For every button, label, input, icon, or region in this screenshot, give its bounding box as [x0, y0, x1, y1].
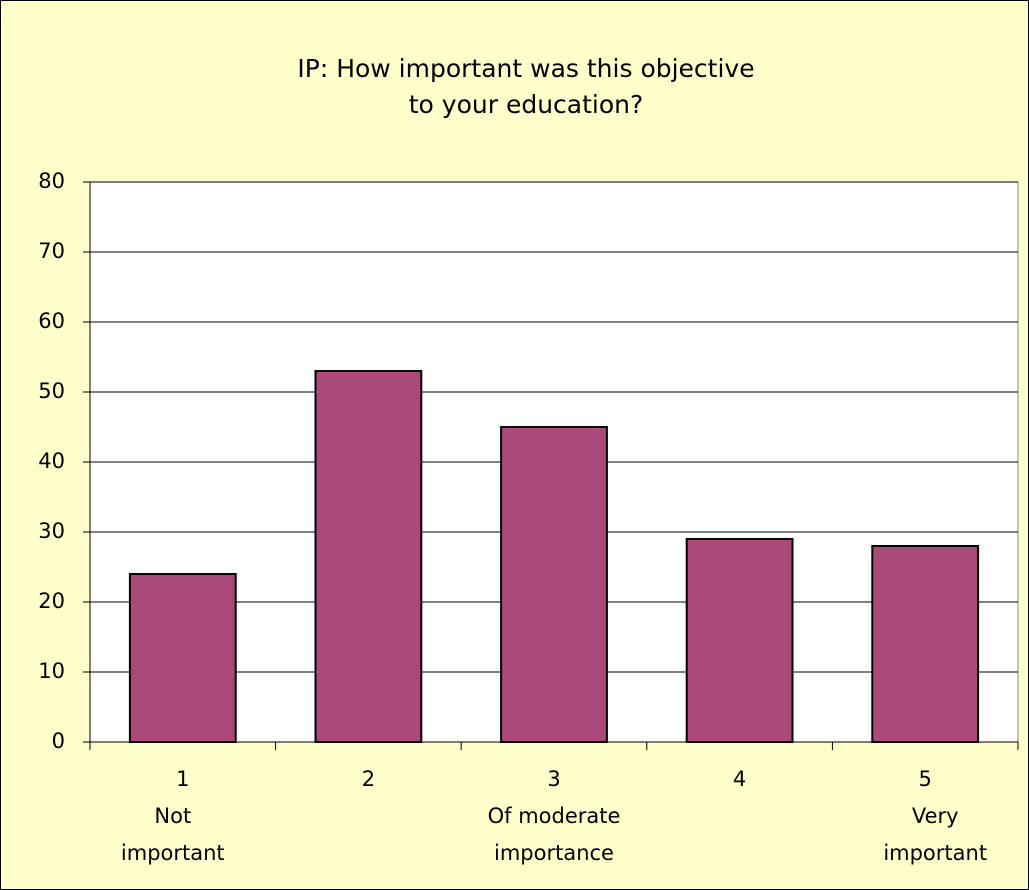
y-tick-label: 80	[38, 169, 65, 193]
x-tick-label: 2	[362, 767, 375, 791]
x-tick-label: 4	[733, 767, 746, 791]
chart-title: IP: How important was this objective	[297, 54, 754, 83]
x-tick-label: 3	[547, 767, 560, 791]
bar	[500, 426, 608, 743]
y-tick-label: 0	[52, 729, 65, 753]
y-tick-label: 40	[38, 449, 65, 473]
x-tick-label: 5	[919, 767, 932, 791]
y-tick-label: 20	[38, 589, 65, 613]
x-tick-label: 1	[176, 767, 189, 791]
x-tick-label: important	[121, 841, 225, 865]
x-tick-label: important	[883, 841, 987, 865]
y-tick-label: 10	[38, 659, 65, 683]
y-tick-label: 70	[38, 239, 65, 263]
y-tick-label: 30	[38, 519, 65, 543]
chart-title: to your education?	[409, 90, 644, 119]
y-tick-label: 60	[38, 309, 65, 333]
x-tick-label: Very	[912, 804, 959, 828]
x-tick-label: importance	[494, 841, 614, 865]
bar	[871, 545, 980, 743]
bar	[128, 573, 237, 743]
x-tick-label: Not	[154, 804, 191, 828]
bar	[314, 370, 423, 743]
y-tick-label: 50	[38, 379, 65, 403]
x-tick-label: Of moderate	[488, 804, 621, 828]
bar	[685, 538, 794, 743]
